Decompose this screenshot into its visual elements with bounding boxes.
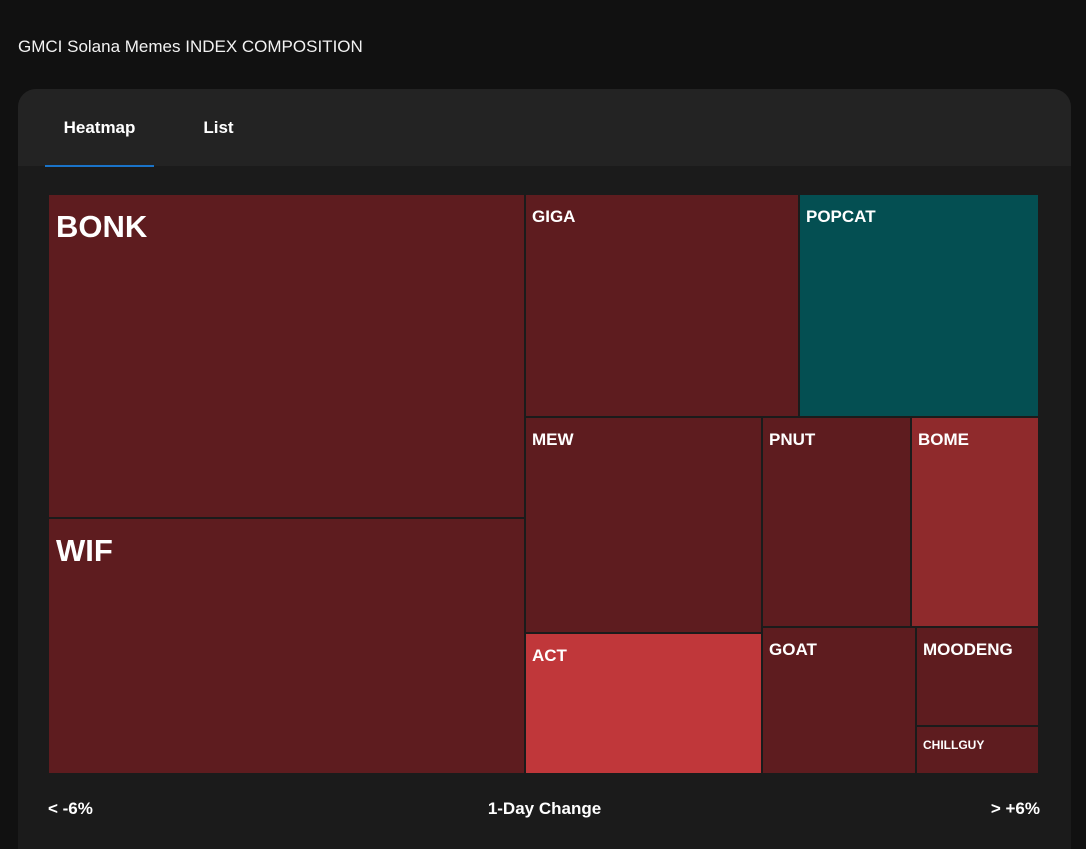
heatmap: BONK WIF GIGA POPCAT MEW PNUT BOME ACT G…: [49, 195, 1038, 773]
tile-act[interactable]: ACT: [526, 634, 763, 773]
tile-label: POPCAT: [806, 207, 876, 226]
legend-title: 1-Day Change: [487, 799, 602, 818]
tile-label: BONK: [56, 209, 148, 244]
tile-label: GOAT: [769, 640, 817, 659]
tile-giga[interactable]: GIGA: [526, 195, 800, 418]
tile-label: GIGA: [532, 207, 576, 226]
tile-popcat[interactable]: POPCAT: [800, 195, 1038, 418]
tile-label: ACT: [532, 646, 567, 665]
composition-card: Heatmap List BONK WIF GIGA POPCAT MEW PN…: [18, 89, 1071, 849]
tab-bar: Heatmap List: [18, 89, 1071, 167]
page-title: GMCI Solana Memes INDEX COMPOSITION: [18, 37, 363, 56]
tile-mew[interactable]: MEW: [526, 418, 763, 634]
tab-list[interactable]: List: [203, 117, 234, 137]
tile-label: BOME: [918, 430, 969, 449]
tab-heatmap[interactable]: Heatmap: [63, 117, 136, 137]
tile-wif[interactable]: WIF: [49, 519, 526, 773]
tile-label: CHILLGUY: [923, 738, 985, 752]
tile-label: MEW: [532, 430, 574, 449]
tile-chillguy[interactable]: CHILLGUY: [917, 727, 1038, 773]
tile-goat[interactable]: GOAT: [763, 628, 917, 773]
tile-bome[interactable]: BOME: [912, 418, 1038, 628]
tile-label: WIF: [56, 533, 113, 568]
tile-moodeng[interactable]: MOODENG: [917, 628, 1038, 727]
legend-max-label: > +6%: [990, 799, 1040, 818]
legend-min-label: < -6%: [48, 799, 93, 818]
tile-pnut[interactable]: PNUT: [763, 418, 912, 628]
tile-label: PNUT: [769, 430, 816, 449]
tile-label: MOODENG: [923, 640, 1013, 659]
active-tab-indicator: [45, 165, 154, 167]
tile-bonk[interactable]: BONK: [49, 195, 526, 519]
